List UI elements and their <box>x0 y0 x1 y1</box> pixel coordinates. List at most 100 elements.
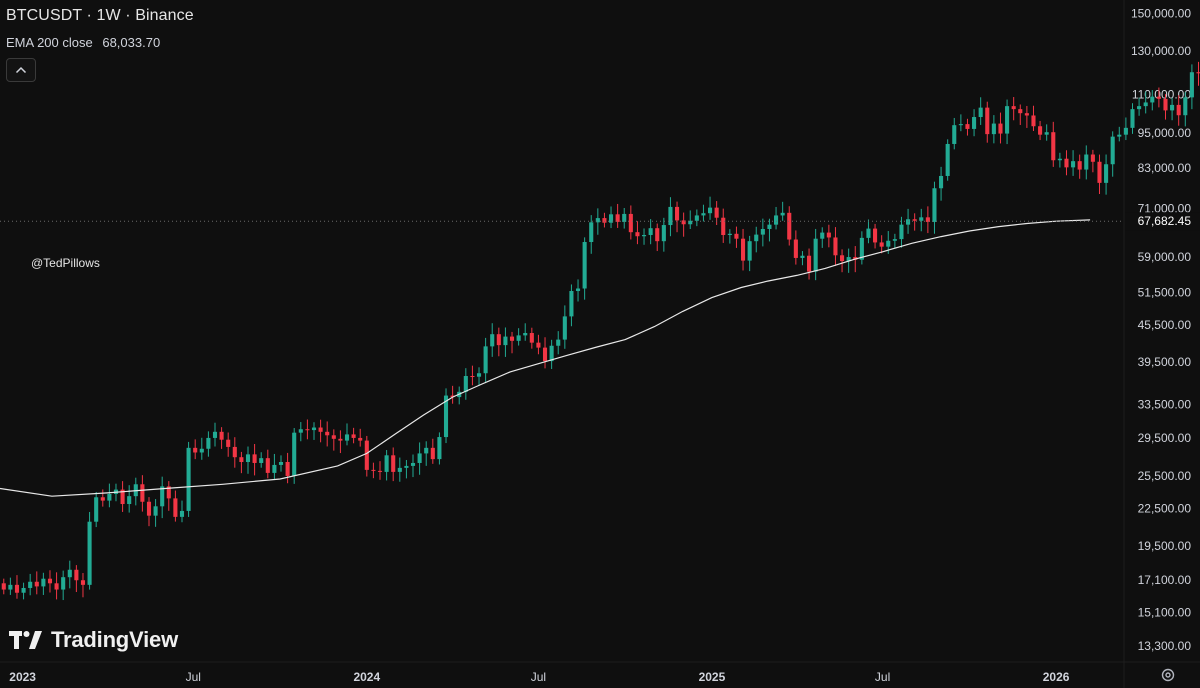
y-tick-label: 51,500.00 <box>1138 286 1192 300</box>
candle-body <box>358 437 363 441</box>
candle-body <box>628 213 633 233</box>
candle-body <box>311 427 317 431</box>
candle-body <box>661 225 666 242</box>
candle-body <box>212 431 218 438</box>
candle-body <box>991 123 996 135</box>
candle-body <box>74 569 79 581</box>
candle-body <box>754 234 759 242</box>
candle-body <box>892 239 897 241</box>
candle-body <box>622 213 627 222</box>
candle-body <box>840 255 845 262</box>
collapse-legend-button[interactable] <box>6 58 36 82</box>
x-tick-label: 2025 <box>699 670 726 684</box>
candle-body <box>1011 106 1016 110</box>
y-tick-label: 29,500.00 <box>1138 431 1192 445</box>
candle-body <box>87 521 92 585</box>
candle-body <box>1163 98 1168 111</box>
last-price-label: 67,682.45 <box>1138 214 1192 228</box>
candle-body <box>919 217 924 221</box>
candle-body <box>483 346 488 374</box>
candle-body <box>978 107 983 118</box>
candle-body <box>278 462 284 465</box>
y-tick-label: 15,100.00 <box>1138 606 1192 620</box>
candle-body <box>206 437 211 449</box>
candle-body <box>8 584 13 590</box>
candle-body <box>239 457 244 463</box>
candle-body <box>1071 161 1076 168</box>
candle-body <box>384 455 389 472</box>
candle-body <box>437 437 442 460</box>
y-tick-label: 22,500.00 <box>1138 502 1192 516</box>
candle-body <box>1104 164 1109 183</box>
candle-body <box>569 291 574 317</box>
y-tick-label: 19,500.00 <box>1138 539 1192 553</box>
y-tick-label: 95,000.00 <box>1138 126 1192 140</box>
candle-body <box>727 233 732 236</box>
candle-body <box>1176 104 1181 116</box>
candle-body <box>707 207 713 214</box>
candle-body <box>245 454 251 463</box>
candle-body <box>199 448 204 453</box>
x-tick-label: 2026 <box>1043 670 1070 684</box>
ema-label: EMA 200 close <box>6 35 93 50</box>
y-tick-label: 110,000.00 <box>1132 87 1191 101</box>
candle-body <box>140 484 145 502</box>
candle-body <box>958 124 963 126</box>
candle-body <box>873 228 878 243</box>
candle-body <box>1156 96 1161 99</box>
gear-icon <box>1161 668 1175 682</box>
candle-body <box>615 214 620 222</box>
candle-body <box>747 241 752 261</box>
candle-body <box>377 470 383 472</box>
candle-body <box>351 434 356 438</box>
candle-body <box>820 232 825 239</box>
candle-body <box>1137 106 1142 110</box>
candle-body <box>998 123 1003 134</box>
candle-body <box>833 237 838 256</box>
candle-body <box>61 577 66 590</box>
candle-body <box>714 207 719 218</box>
candle-body <box>166 486 171 499</box>
candle-body <box>648 228 653 236</box>
candle-body <box>556 339 561 346</box>
candle-body <box>694 215 699 221</box>
candle-body <box>1143 102 1148 107</box>
candle-body <box>932 188 937 222</box>
candle-body <box>417 453 422 463</box>
candle-body <box>945 143 950 176</box>
candle-body <box>397 467 402 472</box>
candle-body <box>879 242 884 247</box>
candle-body <box>344 434 350 441</box>
candle-body <box>635 232 640 237</box>
tradingview-logo[interactable]: TradingView <box>9 627 178 653</box>
candle-body <box>767 224 772 229</box>
ema-legend[interactable]: EMA 200 close 68,033.70 <box>6 35 160 50</box>
brand-name: TradingView <box>51 627 178 652</box>
candle-body <box>443 395 449 438</box>
candle-body <box>146 501 152 516</box>
candle-body <box>582 242 587 289</box>
candle-body <box>793 239 798 258</box>
candle-body <box>1189 72 1194 98</box>
tradingview-logo-icon <box>9 631 42 649</box>
candle-body <box>404 465 409 468</box>
candle-body <box>912 219 917 221</box>
candle-body <box>265 458 270 473</box>
chart-settings-button[interactable] <box>1160 667 1176 683</box>
candle-body <box>536 342 541 348</box>
candle-body <box>1183 97 1188 116</box>
candle-body <box>595 218 600 223</box>
candle-body <box>272 464 277 473</box>
candle-body <box>21 587 26 593</box>
candle-body <box>503 336 508 346</box>
candle-body <box>846 257 851 262</box>
candle-body <box>602 218 607 223</box>
candle-body <box>1123 127 1128 135</box>
candle-body <box>1077 161 1082 170</box>
candle-body <box>813 238 818 272</box>
candle-body <box>1090 154 1095 162</box>
candle-body <box>232 446 237 458</box>
candle-body <box>1024 113 1029 116</box>
